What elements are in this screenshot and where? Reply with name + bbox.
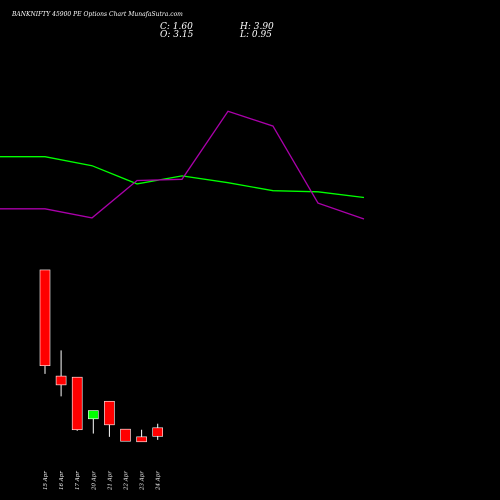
date-label: 16 Apr — [59, 471, 65, 490]
candle-body — [88, 410, 99, 420]
candle-24-apr — [152, 423, 163, 440]
date-label: 20 Apr — [91, 471, 97, 491]
date-labels: 15 Apr 16 Apr 17 Apr 20 Apr 21 Apr 22 Apr 23 A… — [43, 471, 162, 491]
date-label: 23 Apr — [140, 471, 146, 491]
candle-body — [39, 269, 51, 367]
candle-body — [71, 376, 83, 431]
candle-16-apr — [55, 350, 67, 397]
date-label: 22 Apr — [124, 471, 130, 491]
overlay-line-1 — [0, 156, 365, 199]
candle-22-apr — [120, 428, 131, 442]
chart-title: BANKNIFTY 45900 PE Options Chart MunafaS… — [12, 11, 183, 18]
candle-20-apr — [88, 410, 99, 434]
date-label: 21 Apr — [107, 471, 113, 491]
high-value: H: 3.90 — [240, 22, 274, 32]
date-label: 24 Apr — [156, 471, 162, 491]
candle-body — [152, 427, 163, 437]
candle-body — [136, 436, 147, 443]
date-label: 17 Apr — [75, 471, 81, 490]
candle-15-apr — [39, 269, 51, 374]
candle-17-apr — [71, 376, 83, 431]
open-value: O: 3.15 — [160, 30, 194, 40]
low-value: L: 0.95 — [240, 30, 272, 40]
date-label: 15 Apr — [43, 471, 49, 490]
candle-21-apr — [104, 400, 115, 437]
candles — [39, 269, 163, 443]
candle-body — [120, 428, 131, 442]
candle-body — [104, 400, 115, 426]
close-value: C: 1.60 — [160, 22, 193, 32]
candle-body — [55, 375, 67, 386]
overlay-line-2 — [0, 110, 365, 220]
candle-23-apr — [136, 429, 147, 443]
overlay-lines — [0, 110, 365, 220]
